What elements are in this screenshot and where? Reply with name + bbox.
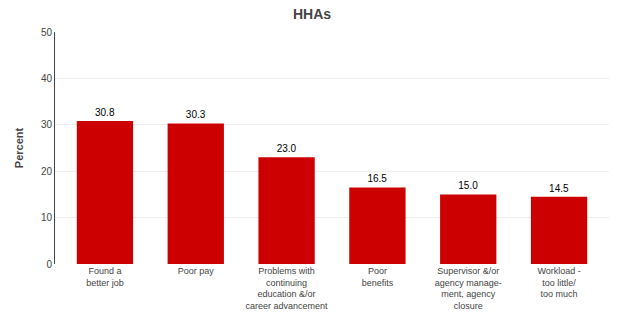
svg-text:50: 50	[41, 27, 53, 38]
svg-text:30.8: 30.8	[95, 107, 115, 118]
svg-text:30: 30	[41, 119, 53, 130]
svg-text:40: 40	[41, 73, 53, 84]
svg-text:HHAs: HHAs	[293, 6, 331, 22]
svg-text:20: 20	[41, 166, 53, 177]
svg-text:Poorbenefits: Poorbenefits	[362, 266, 394, 288]
svg-text:14.5: 14.5	[549, 183, 569, 194]
svg-text:10: 10	[41, 212, 53, 223]
svg-text:Found abetter job: Found abetter job	[86, 266, 124, 288]
svg-text:Workload -too little/too much: Workload -too little/too much	[537, 266, 580, 299]
svg-text:Poor pay: Poor pay	[178, 266, 215, 276]
svg-text:23.0: 23.0	[277, 143, 297, 154]
svg-text:15.0: 15.0	[458, 180, 478, 191]
svg-text:30.3: 30.3	[186, 109, 206, 120]
svg-text:16.5: 16.5	[367, 173, 387, 184]
svg-text:0: 0	[46, 259, 52, 270]
svg-text:Supervisor &/oragency manage-m: Supervisor &/oragency manage-ment, agenc…	[435, 266, 502, 311]
svg-text:Percent: Percent	[13, 127, 25, 168]
svg-text:Problems withcontinuingeducati: Problems withcontinuingeducation &/orcar…	[246, 266, 329, 311]
